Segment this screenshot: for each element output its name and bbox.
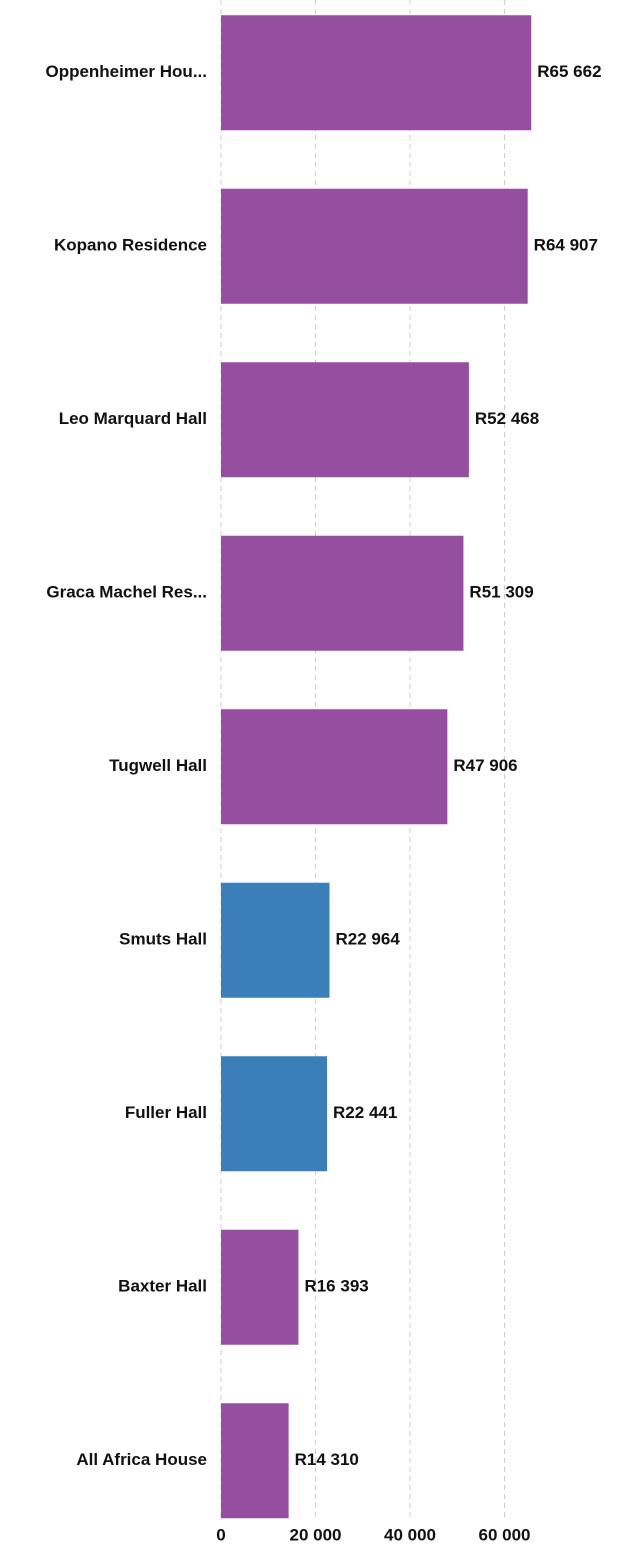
x-tick-label: 0 — [216, 1525, 225, 1544]
bar — [221, 1229, 299, 1345]
value-label: R52 468 — [475, 409, 539, 428]
bar — [221, 188, 528, 304]
bar — [221, 362, 469, 478]
y-tick-label: Fuller Hall — [125, 1103, 207, 1122]
y-tick-label: Kopano Residence — [54, 236, 207, 255]
bar — [221, 1403, 289, 1519]
x-tick-label: 40 000 — [384, 1525, 436, 1544]
value-label: R51 309 — [469, 583, 533, 602]
y-tick-label: All Africa House — [76, 1450, 207, 1469]
y-tick-label: Tugwell Hall — [109, 756, 207, 775]
y-tick-label: Baxter Hall — [118, 1277, 207, 1296]
value-label: R47 906 — [453, 756, 517, 775]
value-label: R64 907 — [534, 236, 598, 255]
value-label: R14 310 — [295, 1450, 359, 1469]
y-tick-label: Leo Marquard Hall — [59, 409, 207, 428]
y-tick-label: Smuts Hall — [119, 930, 207, 949]
value-label: R16 393 — [304, 1277, 368, 1296]
y-tick-label: Graca Machel Res... — [46, 583, 207, 602]
y-tick-label: Oppenheimer Hou... — [45, 62, 207, 81]
value-label: R22 964 — [336, 930, 401, 949]
bar — [221, 535, 464, 651]
bar — [221, 15, 532, 131]
x-tick-label: 20 000 — [290, 1525, 342, 1544]
value-label: R65 662 — [537, 62, 601, 81]
bar — [221, 882, 330, 998]
bar — [221, 1056, 328, 1172]
value-label: R22 441 — [333, 1103, 397, 1122]
bar — [221, 709, 448, 825]
x-tick-label: 60 000 — [479, 1525, 531, 1544]
